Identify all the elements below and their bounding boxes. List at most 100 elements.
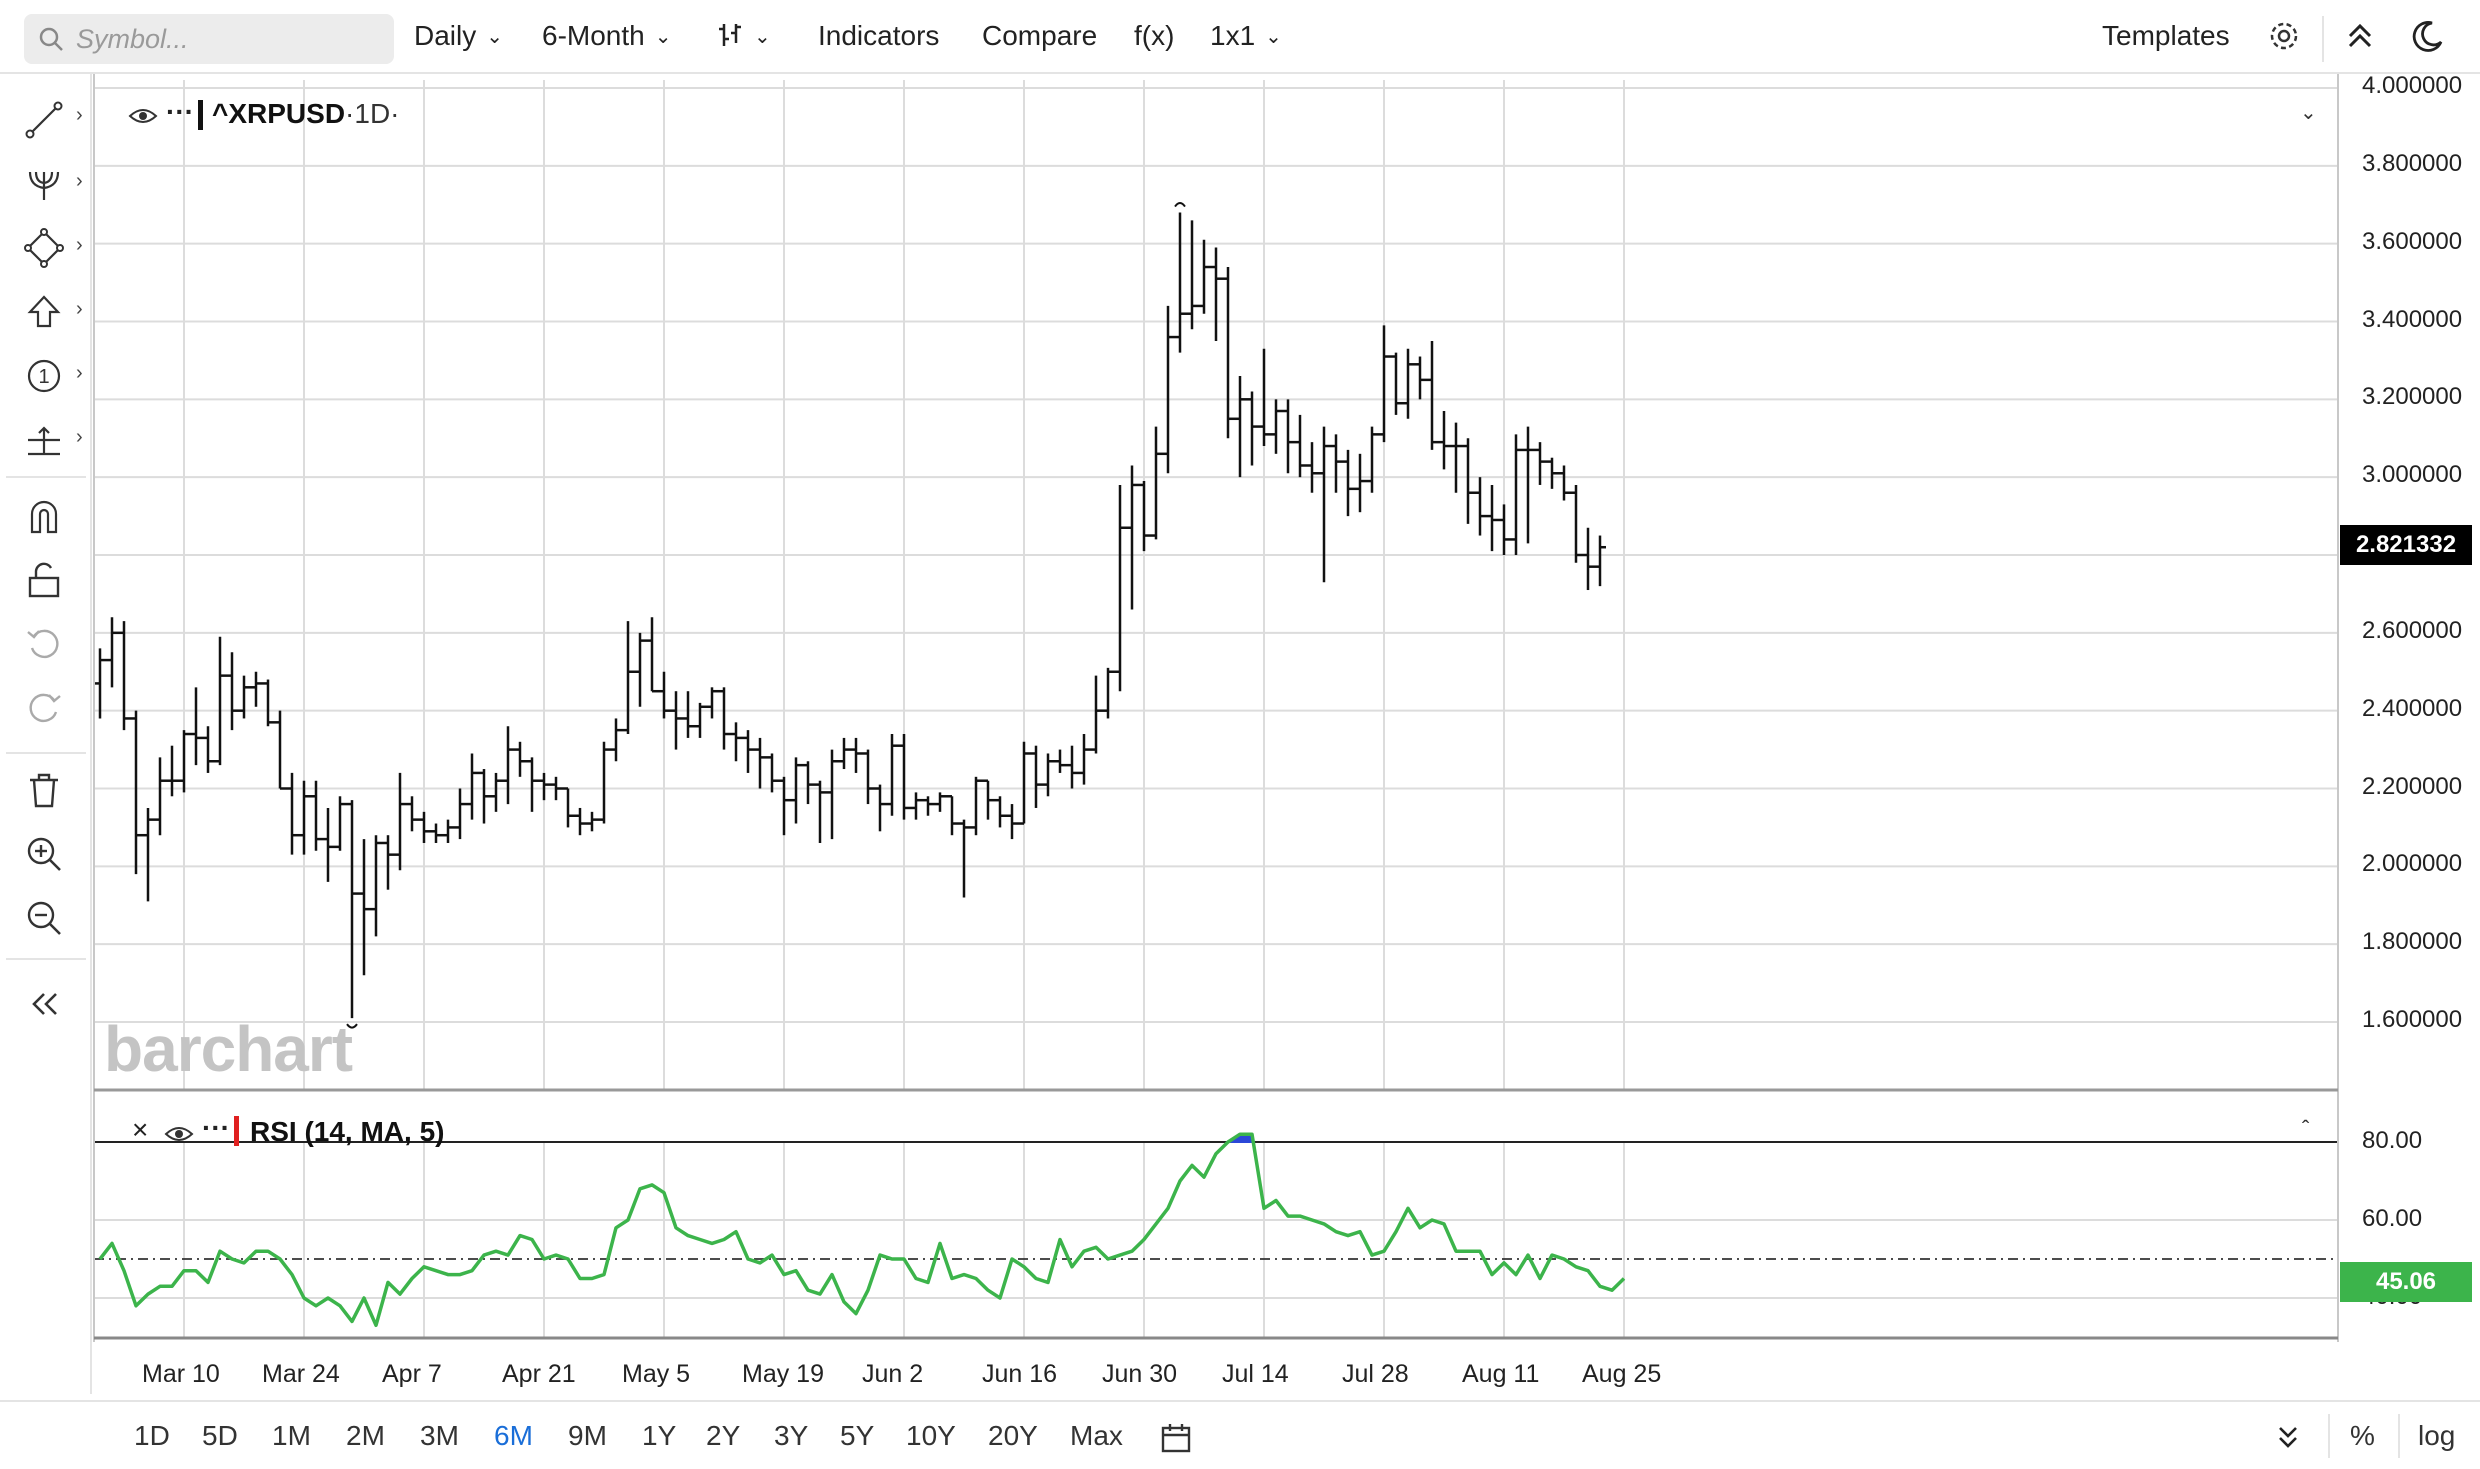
range-button-20y[interactable]: 20Y (988, 1420, 1038, 1451)
zoom-in-icon[interactable] (24, 834, 64, 874)
period-dropdown[interactable]: Daily ⌄ (414, 20, 503, 52)
ohlc-bar (694, 702, 706, 738)
chevron-up-icon[interactable]: ˆ (2302, 1116, 2310, 1141)
divider (2322, 16, 2324, 62)
range-button-2y[interactable]: 2Y (706, 1420, 741, 1451)
percent-scale-toggle[interactable]: % (2350, 1420, 2375, 1451)
range-button-9m[interactable]: 9M (568, 1420, 607, 1451)
divider (6, 752, 86, 754)
range-button-6m[interactable]: 6M (494, 1420, 533, 1451)
annotation-number-icon[interactable]: 1 (24, 356, 64, 396)
chevron-right-icon[interactable]: › (76, 298, 83, 320)
ohlc-bar (1258, 348, 1270, 447)
ohlc-bar (814, 780, 826, 843)
ohlc-bar (502, 726, 514, 805)
shape-tool-icon[interactable] (24, 228, 64, 268)
drawing-tools-sidebar: › › › › 1 › › (0, 74, 92, 1394)
ohlc-bar (1270, 399, 1282, 454)
eye-icon[interactable] (164, 1124, 194, 1144)
eye-icon[interactable] (128, 106, 158, 126)
range-button-max[interactable]: Max (1070, 1420, 1123, 1451)
collapse-up-icon[interactable] (2342, 18, 2378, 54)
ohlc-bar (1126, 465, 1138, 610)
high-marker (1174, 202, 1186, 208)
range-button-1m[interactable]: 1M (272, 1420, 311, 1451)
ohlc-bar (358, 839, 370, 976)
chevron-right-icon[interactable]: › (76, 426, 83, 448)
range-button-3y[interactable]: 3Y (774, 1420, 809, 1451)
layout-dropdown[interactable]: 1x1 ⌄ (1210, 20, 1282, 52)
ohlc-bar (862, 749, 874, 805)
chevron-down-icon[interactable]: ⌄ (2300, 102, 2317, 124)
ohlc-bar (1546, 457, 1558, 489)
search-placeholder: Symbol... (76, 24, 189, 54)
range-button-2m[interactable]: 2M (346, 1420, 385, 1451)
range-dropdown[interactable]: 6-Month ⌄ (542, 20, 671, 52)
ohlc-bar (1078, 734, 1090, 785)
ohlc-bar (1474, 477, 1486, 536)
ohlc-bar (1042, 753, 1054, 797)
collapse-down-icon[interactable] (2272, 1422, 2304, 1454)
chevron-right-icon[interactable]: › (76, 170, 83, 192)
gear-icon[interactable] (2266, 18, 2302, 54)
more-options-icon[interactable]: ··· (202, 1112, 230, 1143)
ohlc-bar (622, 621, 634, 735)
range-button-1d[interactable]: 1D (134, 1420, 170, 1451)
range-button-10y[interactable]: 10Y (906, 1420, 956, 1451)
ohlc-bar (1138, 481, 1150, 552)
templates-button[interactable]: Templates (2102, 20, 2230, 51)
pitchfork-tool-icon[interactable] (24, 164, 64, 204)
indicators-button[interactable]: Indicators (818, 20, 940, 51)
ohlc-bar (958, 819, 970, 898)
range-button-3m[interactable]: 3M (420, 1420, 459, 1451)
range-button-5y[interactable]: 5Y (840, 1420, 875, 1451)
divider (6, 476, 86, 478)
trash-icon[interactable] (24, 770, 64, 810)
price-tick-label: 1.600000 (2362, 1006, 2463, 1033)
ohlc-bar (310, 780, 322, 851)
current-price-tag: 2.821332 (2340, 525, 2472, 565)
chevron-right-icon[interactable]: › (76, 104, 83, 126)
redo-icon[interactable] (24, 688, 64, 728)
dark-mode-moon-icon[interactable] (2408, 18, 2446, 56)
undo-icon[interactable] (24, 624, 64, 664)
close-icon[interactable]: × (132, 1114, 149, 1145)
range-button-1y[interactable]: 1Y (642, 1420, 677, 1451)
ohlc-bar (334, 796, 346, 851)
calendar-icon[interactable] (1160, 1422, 1192, 1454)
zoom-out-icon[interactable] (24, 898, 64, 938)
price-tick-label: 4.000000 (2362, 72, 2463, 99)
unlock-icon[interactable] (24, 560, 64, 600)
ohlc-bar (682, 691, 694, 738)
fx-button[interactable]: f(x) (1134, 20, 1175, 51)
indicator-color-marker (234, 1116, 239, 1146)
compare-button[interactable]: Compare (982, 20, 1098, 51)
chevron-right-icon[interactable]: › (76, 362, 83, 384)
ohlc-bar (874, 784, 886, 832)
chevron-right-icon[interactable]: › (76, 234, 83, 256)
ohlc-bar (538, 772, 550, 801)
log-scale-toggle[interactable]: log (2418, 1420, 2456, 1451)
ohlc-bar (1486, 484, 1498, 552)
divider (6, 958, 86, 960)
chart-type-dropdown[interactable]: ⌄ (716, 20, 771, 52)
ohlc-bar (790, 757, 802, 824)
ohlc-bar (970, 776, 982, 836)
ohlc-bar (1378, 325, 1390, 443)
collapse-left-icon[interactable] (24, 984, 64, 1024)
arrow-up-tool-icon[interactable] (24, 292, 64, 332)
ohlc-bar (250, 671, 262, 707)
trend-line-tool-icon[interactable] (24, 100, 64, 140)
price-chart[interactable] (0, 0, 2480, 1400)
range-button-5d[interactable]: 5D (202, 1420, 238, 1451)
symbol-search-input[interactable]: Symbol... (24, 14, 394, 64)
ohlc-bar (1210, 247, 1222, 341)
ohlc-bar (1318, 426, 1330, 583)
measure-tool-icon[interactable] (24, 420, 64, 460)
ohlc-bar (262, 679, 274, 727)
ohlc-bar (454, 788, 466, 840)
more-options-icon[interactable]: ··· (166, 96, 194, 127)
magnet-icon[interactable] (24, 496, 64, 536)
ohlc-bar (190, 687, 202, 766)
ohlc-bar (478, 769, 490, 824)
